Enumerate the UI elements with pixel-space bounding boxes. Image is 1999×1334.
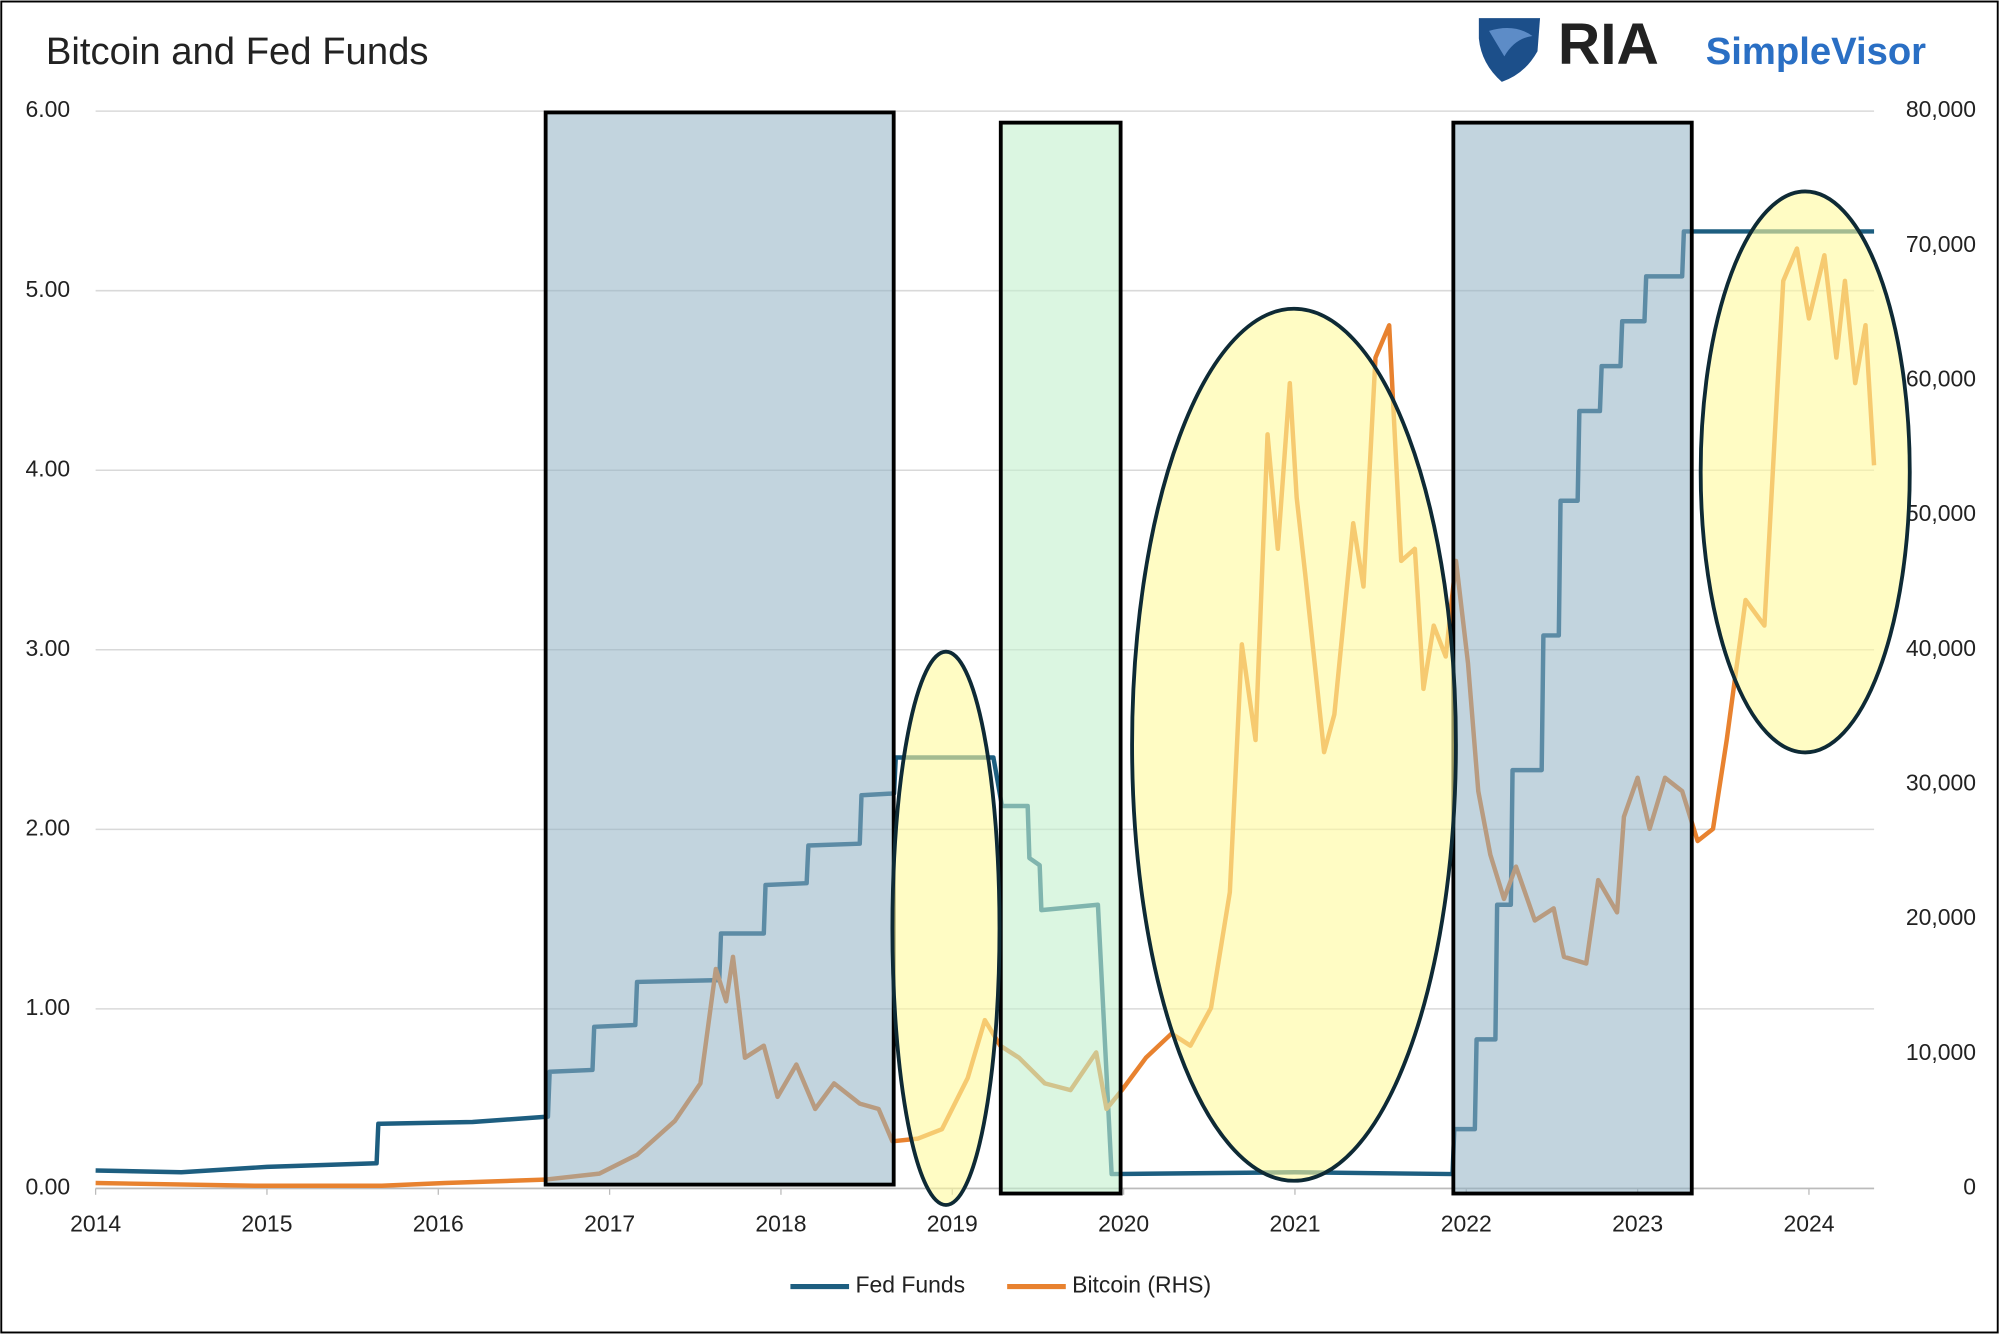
- highlight-box: [998, 120, 1123, 1196]
- x-tick-label: 2019: [927, 1210, 978, 1236]
- legend: Fed Funds Bitcoin (RHS): [790, 1272, 1211, 1298]
- highlight-ellipse: [1130, 306, 1458, 1183]
- y2-tick-label: 80,000: [1906, 96, 1976, 122]
- y2-tick-label: 10,000: [1906, 1039, 1976, 1065]
- logo-mark: RIA: [1558, 12, 1659, 77]
- x-tick-label: 2020: [1098, 1210, 1149, 1236]
- y-tick-label: 3.00: [25, 635, 70, 661]
- logo-name: SimpleVisor: [1706, 30, 1926, 73]
- legend-label: Bitcoin (RHS): [1072, 1272, 1211, 1298]
- y2-tick-label: 60,000: [1906, 366, 1976, 392]
- highlight-box: [1451, 120, 1694, 1196]
- x-tick-label: 2014: [70, 1210, 121, 1236]
- y2-tick-label: 50,000: [1906, 500, 1976, 526]
- annotations: [543, 110, 1912, 1207]
- legend-label: Fed Funds: [855, 1272, 965, 1298]
- x-tick-label: 2021: [1269, 1210, 1320, 1236]
- y-tick-label: 1.00: [25, 994, 70, 1020]
- x-tick-label: 2017: [584, 1210, 635, 1236]
- x-tick-label: 2015: [241, 1210, 292, 1236]
- chart-title: Bitcoin and Fed Funds: [46, 30, 429, 73]
- x-tick-label: 2023: [1612, 1210, 1663, 1236]
- x-tick-label: 2024: [1783, 1210, 1834, 1236]
- y2-tick-label: 70,000: [1906, 231, 1976, 257]
- x-tick-label: 2022: [1441, 1210, 1492, 1236]
- y2-tick-label: 40,000: [1906, 635, 1976, 661]
- y2-tick-label: 0: [1963, 1173, 1976, 1199]
- y2-tick-label: 20,000: [1906, 904, 1976, 930]
- x-tick-label: 2018: [755, 1210, 806, 1236]
- highlight-ellipse: [1698, 189, 1912, 755]
- y-tick-label: 0.00: [25, 1173, 70, 1199]
- highlight-box: [543, 110, 896, 1187]
- y-tick-label: 4.00: [25, 455, 70, 481]
- x-tick-label: 2016: [413, 1210, 464, 1236]
- highlight-ellipse: [890, 649, 1002, 1207]
- y-tick-label: 6.00: [25, 96, 70, 122]
- y-tick-label: 2.00: [25, 814, 70, 840]
- logo-eagle: [1489, 27, 1533, 57]
- y2-tick-label: 30,000: [1906, 770, 1976, 796]
- y-tick-label: 5.00: [25, 276, 70, 302]
- logo: RIA SimpleVisor: [1478, 12, 1926, 82]
